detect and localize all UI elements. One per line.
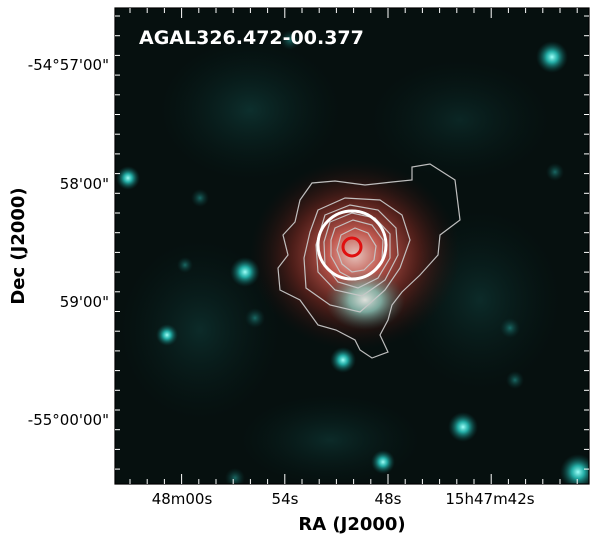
figure-title: AGAL326.472-00.377 (139, 27, 364, 49)
y-axis-label: Dec (J2000) (8, 187, 29, 304)
x-tick-label: 54s (272, 490, 299, 508)
y-tick-label: -55°00'00" (28, 411, 109, 429)
x-tick-label: 48m00s (152, 490, 213, 508)
contour-lines (277, 163, 461, 359)
plot-frame (114, 7, 590, 485)
y-tick-label: -54°57'00" (28, 56, 109, 74)
y-tick-label: 58'00" (60, 175, 109, 193)
x-tick-label: 15h47m42s (445, 490, 534, 508)
inner-aperture-circle (341, 236, 363, 258)
axis-ticks (115, 8, 589, 484)
y-tick-label: 59'00" (60, 293, 109, 311)
x-axis-label: RA (J2000) (298, 514, 405, 535)
outer-aperture-circle (316, 209, 388, 281)
x-tick-label: 48s (375, 490, 402, 508)
sky-image (115, 8, 589, 484)
